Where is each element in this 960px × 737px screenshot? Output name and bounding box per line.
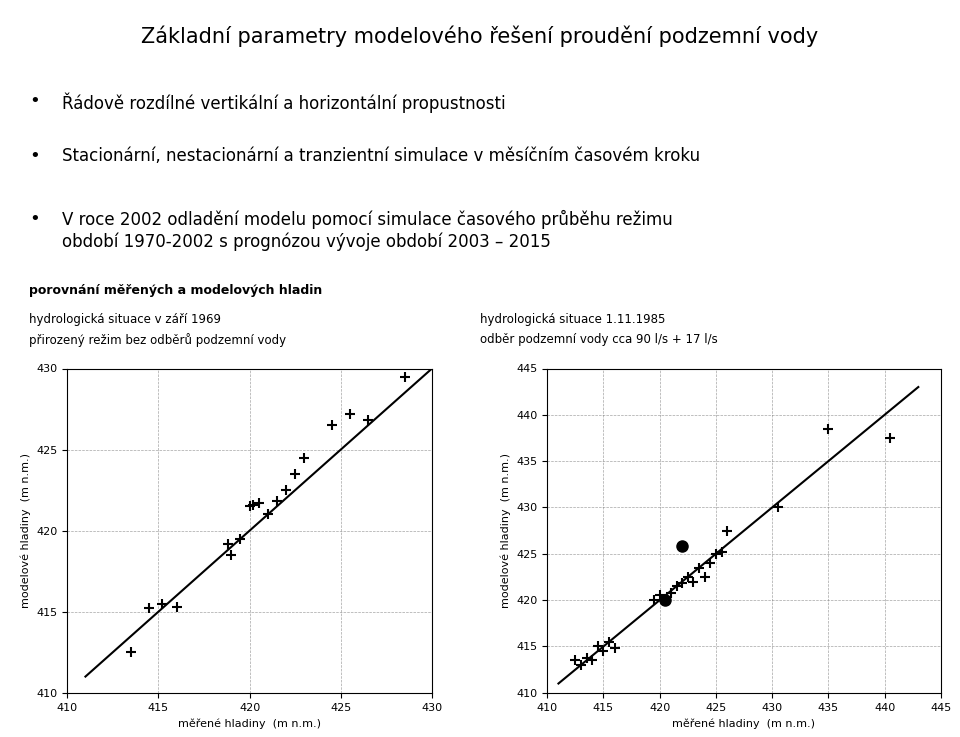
Text: •: • <box>29 92 39 110</box>
X-axis label: měřené hladiny  (m n.m.): měřené hladiny (m n.m.) <box>179 718 321 729</box>
Text: V roce 2002 odladění modelu pomocí simulace časového průběhu režimu
období 1970-: V roce 2002 odladění modelu pomocí simul… <box>62 210 673 251</box>
Text: Základní parametry modelového řešení proudění podzemní vody: Základní parametry modelového řešení pro… <box>141 26 819 47</box>
Y-axis label: modelové hladiny  (m n.m.): modelové hladiny (m n.m.) <box>500 453 511 608</box>
Text: •: • <box>29 147 39 165</box>
Y-axis label: modelové hladiny  (m n.m.): modelové hladiny (m n.m.) <box>20 453 31 608</box>
Text: hydrologická situace 1.11.1985: hydrologická situace 1.11.1985 <box>480 313 665 326</box>
Text: hydrologická situace v září 1969: hydrologická situace v září 1969 <box>29 313 221 326</box>
Text: •: • <box>29 210 39 228</box>
Text: Stacionární, nestacionární a tranzientní simulace v měsíčním časovém kroku: Stacionární, nestacionární a tranzientní… <box>62 147 701 165</box>
Text: porovnání měřených a modelových hladin: porovnání měřených a modelových hladin <box>29 284 322 297</box>
Text: Řádově rozdílné vertikální a horizontální propustnosti: Řádově rozdílné vertikální a horizontáln… <box>62 92 506 113</box>
Text: odběr podzemní vody cca 90 l/s + 17 l/s: odběr podzemní vody cca 90 l/s + 17 l/s <box>480 333 718 346</box>
X-axis label: měřené hladiny  (m n.m.): měřené hladiny (m n.m.) <box>673 718 815 729</box>
Text: přirozený režim bez odběrů podzemní vody: přirozený režim bez odběrů podzemní vody <box>29 333 286 347</box>
